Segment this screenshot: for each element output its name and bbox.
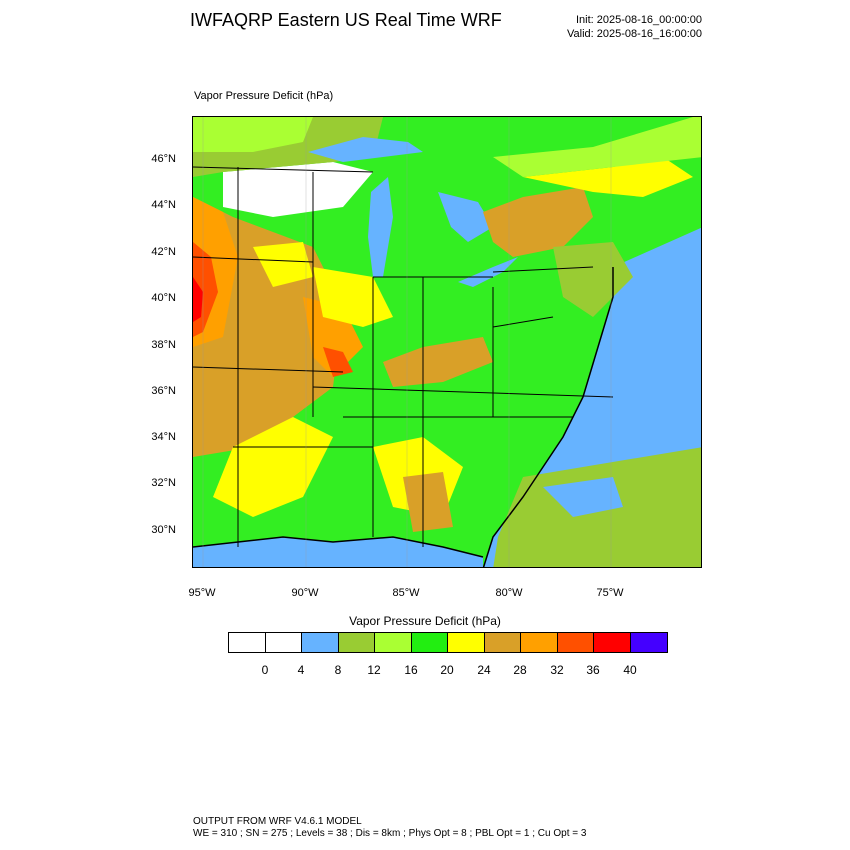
lake-michigan [368,177,393,277]
quebec-yellow [523,157,693,197]
lon-label-85: 85°W [392,587,420,599]
time-info: Init: 2025-08-16_00:00:00 Valid: 2025-08… [567,13,702,41]
colorbar-tick: 36 [586,663,600,677]
colorbar-tick: 20 [440,663,454,677]
colorbar-tick: 8 [334,663,342,677]
lon-label-75: 75°W [596,587,624,599]
vpd-map [193,117,701,567]
colorbar [228,632,668,653]
model-footer: OUTPUT FROM WRF V4.6.1 MODEL WE = 310 ; … [193,816,586,840]
colorbar-swatch [265,633,302,652]
lat-label-42: 42°N [151,246,176,258]
colorbar-swatch [484,633,521,652]
lon-label-90: 90°W [291,587,319,599]
west-red [193,277,203,322]
lat-label-34: 34°N [151,431,176,443]
lake-superior [308,137,423,162]
colorbar-swatch [557,633,594,652]
lat-label-36: 36°N [151,385,176,397]
state-boundaries [193,166,614,547]
colorbar-tick: 40 [623,663,637,677]
graticule [202,117,612,567]
lat-label-40: 40°N [151,292,176,304]
colorbar-tick: 12 [367,663,381,677]
field-label: Vapor Pressure Deficit (hPa) [194,90,334,102]
lake-erie [458,257,518,287]
valid-time: Valid: 2025-08-16_16:00:00 [567,28,702,40]
low-vpd-north [223,162,373,217]
lat-label-32: 32°N [151,477,176,489]
footer-line-1: OUTPUT FROM WRF V4.6.1 MODEL [193,816,362,827]
north-lime [193,117,313,152]
colorbar-swatch [448,633,485,652]
colorbar-tick: 24 [477,663,491,677]
colorbar-swatch [630,633,667,652]
colorbar-tick: 28 [513,663,527,677]
map-panel [192,116,702,568]
georgia-tan [403,472,453,532]
mid-red-orange [323,347,353,377]
canada-lime [493,117,701,177]
ontario-tan [483,187,593,257]
colorbar-swatch [594,633,631,652]
lon-label-80: 80°W [495,587,523,599]
lat-label-44: 44°N [151,199,176,211]
plot-title: IWFAQRP Eastern US Real Time WRF [190,10,502,30]
lat-label-30: 30°N [151,524,176,536]
footer-line-2: WE = 310 ; SN = 275 ; Levels = 38 ; Dis … [193,828,587,839]
south-yellow [213,417,333,517]
lat-label-46: 46°N [151,153,176,165]
init-time: Init: 2025-08-16_00:00:00 [576,14,702,26]
northeast-green [553,242,633,317]
colorbar-swatch [411,633,448,652]
lake-huron [438,192,493,242]
colorbar-swatch [375,633,412,652]
colorbar-swatch [338,633,375,652]
gulf-coastline [193,536,484,558]
lat-label-38: 38°N [151,339,176,351]
colorbar-tick: 0 [261,663,269,677]
kentucky-tan [383,337,493,387]
colorbar-tick: 32 [550,663,564,677]
iowa-yellow [253,242,313,287]
lon-label-95: 95°W [188,587,216,599]
colorbar-swatch [302,633,339,652]
gulf-of-mexico [193,537,483,567]
ocean-patch [543,477,623,517]
colorbar-tick: 4 [297,663,305,677]
colorbar-swatch [521,633,558,652]
colorbar-swatch [229,633,266,652]
colorbar-tick: 16 [404,663,418,677]
colorbar-title: Vapor Pressure Deficit (hPa) [349,614,501,628]
